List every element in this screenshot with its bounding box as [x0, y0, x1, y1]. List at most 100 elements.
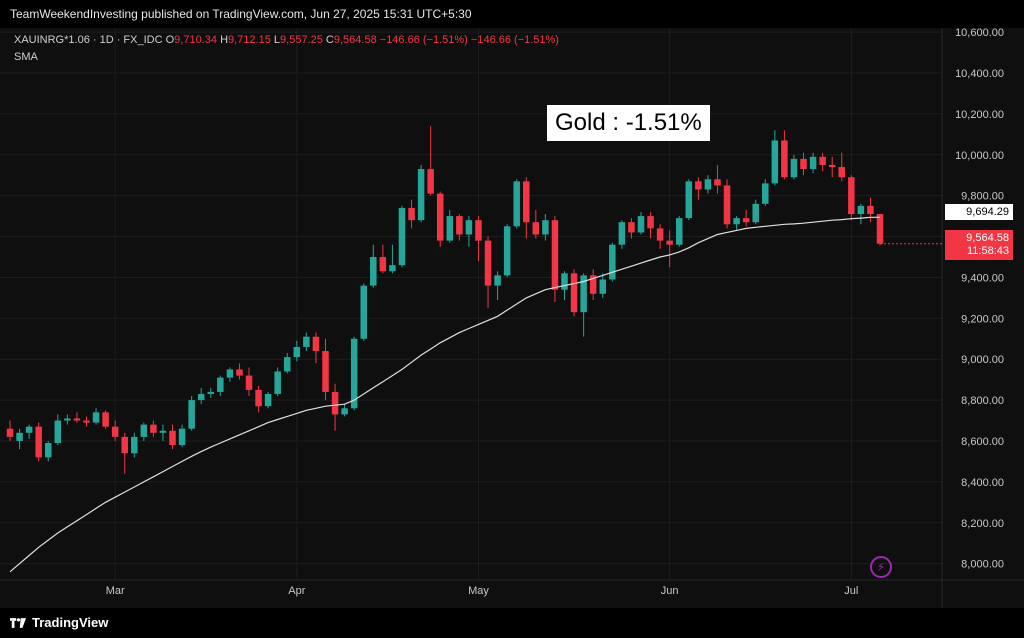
- candle-body: [255, 389, 262, 407]
- candle-body: [370, 256, 377, 286]
- candle-body: [599, 279, 606, 294]
- candle-body: [570, 273, 578, 313]
- x-tick-label: Mar: [106, 585, 125, 597]
- last-price-tag: 9,564.58 11:58:43: [945, 230, 1013, 260]
- candle-body: [178, 428, 186, 446]
- candle-body: [733, 218, 740, 225]
- candle-body: [714, 179, 721, 186]
- candle-body: [446, 216, 454, 241]
- x-tick-label: Jun: [661, 585, 679, 597]
- candle-body: [140, 424, 148, 437]
- y-tick-label: 10,400.00: [955, 68, 1004, 80]
- candle-body: [589, 275, 597, 294]
- candle-body: [838, 167, 846, 178]
- candle-body: [542, 220, 549, 235]
- countdown-value: 11:58:43: [966, 245, 1009, 257]
- candle-body: [551, 220, 559, 290]
- candle-body: [637, 216, 645, 233]
- candle-body: [580, 275, 587, 313]
- y-tick-label: 8,200.00: [961, 518, 1004, 530]
- y-tick-label: 8,800.00: [961, 395, 1004, 407]
- y-tick-label: 10,000.00: [955, 150, 1004, 162]
- last-price-value: 9,564.58: [966, 232, 1009, 244]
- open-value: 9,710.34: [174, 34, 217, 46]
- candle-body: [513, 181, 520, 227]
- candle-body: [217, 377, 224, 392]
- candle-body: [25, 426, 33, 433]
- sma-line: [9, 216, 880, 573]
- candle-body: [647, 216, 654, 229]
- candle-body: [408, 207, 415, 221]
- candle-body: [876, 214, 884, 244]
- y-tick-label: 9,000.00: [961, 354, 1004, 366]
- candle-body: [102, 412, 109, 427]
- candle-body: [532, 222, 540, 235]
- candle-body: [484, 240, 492, 286]
- tradingview-brand[interactable]: TradingView: [10, 615, 108, 630]
- publish-header: TeamWeekendInvesting published on Tradin…: [0, 0, 1024, 28]
- candle-body: [857, 205, 865, 215]
- candle-body: [264, 393, 272, 407]
- candle-body: [685, 181, 693, 219]
- lightning-icon[interactable]: ⚡: [870, 556, 892, 578]
- candle-body: [64, 418, 71, 421]
- y-tick-label: 10,200.00: [955, 109, 1004, 121]
- candle-body: [704, 179, 712, 190]
- candle-body: [293, 346, 301, 358]
- candle-body: [379, 256, 387, 272]
- candle-body: [303, 336, 310, 347]
- candle-body: [656, 228, 664, 241]
- y-tick-label: 9,400.00: [961, 272, 1004, 284]
- candle-body: [867, 205, 874, 215]
- candle-body: [628, 222, 635, 233]
- close-label: C: [325, 34, 334, 46]
- x-tick-label: Jul: [844, 585, 858, 597]
- y-tick-label: 9,200.00: [961, 313, 1004, 325]
- y-tick-label: 8,600.00: [961, 436, 1004, 448]
- close-value: 9,564.58: [333, 34, 377, 46]
- sma-legend-label[interactable]: SMA: [14, 51, 38, 63]
- candle-body: [312, 336, 320, 352]
- candle-body: [331, 391, 339, 415]
- y-tick-label: 9,800.00: [961, 191, 1004, 203]
- candle-body: [207, 391, 215, 394]
- candle-body: [695, 181, 702, 190]
- candle-body: [666, 240, 673, 245]
- candle-body: [121, 436, 128, 454]
- symbol-label[interactable]: XAUINRG*1.06 · 1D · FX_IDC: [14, 34, 163, 46]
- candle-body: [197, 393, 205, 401]
- candle-body: [781, 140, 788, 178]
- change-value-2: −146.66 (−1.51%): [470, 34, 559, 46]
- candle-body: [561, 273, 568, 290]
- candle-body: [236, 369, 243, 376]
- candle-body: [398, 207, 406, 266]
- candle-body: [188, 400, 195, 429]
- candle-body: [723, 185, 731, 225]
- candle-body: [436, 193, 444, 241]
- chart-area[interactable]: 8,000.00 8,200.00 8,400.00 8,600.00 8,800.00…: [0, 28, 1024, 608]
- gold-annotation: Gold : -1.51%: [547, 105, 710, 141]
- low-value: 9,557.25: [280, 34, 323, 46]
- candle-body: [609, 244, 616, 280]
- candle-body: [226, 369, 234, 378]
- ohlc-legend: XAUINRG*1.06 · 1D · FX_IDC O9,710.34 H9,…: [14, 34, 559, 46]
- candle-body: [742, 218, 750, 223]
- candle-body: [790, 158, 798, 178]
- candle-body: [245, 375, 253, 390]
- candle-body: [762, 183, 769, 204]
- candle-body: [828, 164, 836, 168]
- candle-body: [360, 285, 367, 339]
- candle-body: [35, 426, 42, 458]
- candle-body: [341, 408, 348, 415]
- low-label: L: [273, 34, 281, 46]
- candle-body: [73, 418, 81, 421]
- candle-body: [54, 420, 62, 444]
- candle-body: [675, 218, 683, 245]
- candle-body: [6, 428, 14, 437]
- high-value: 9,712.15: [228, 34, 271, 46]
- sma-price-tag: 9,694.29: [945, 204, 1013, 220]
- candlestick-chart[interactable]: 8,000.00 8,200.00 8,400.00 8,600.00 8,800.00…: [0, 28, 1024, 608]
- candle-body: [322, 351, 329, 392]
- candle-body: [800, 158, 807, 170]
- candle-body: [350, 338, 358, 409]
